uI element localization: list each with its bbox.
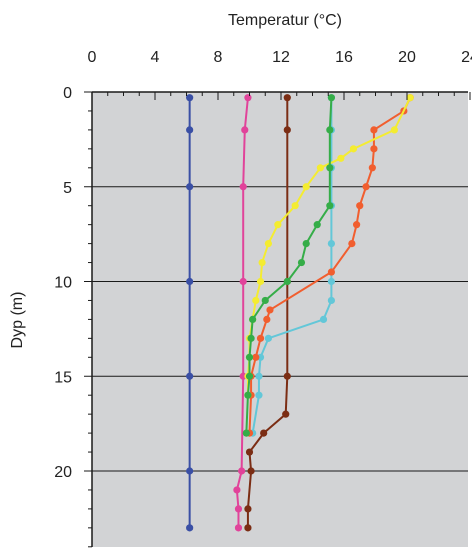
- data-point: [256, 277, 265, 286]
- data-point: [283, 277, 291, 286]
- x-tick-label-12: 12: [272, 49, 290, 66]
- data-point: [233, 486, 241, 494]
- data-point: [255, 372, 263, 380]
- data-point: [245, 353, 254, 361]
- y-tick-label-5: 5: [63, 180, 72, 197]
- data-point: [302, 183, 310, 191]
- data-point: [356, 202, 364, 210]
- data-point: [263, 315, 271, 323]
- y-tick-label-10: 10: [54, 275, 72, 292]
- data-point: [362, 183, 370, 191]
- x-tick-label-4: 4: [151, 49, 160, 66]
- data-point: [266, 306, 274, 314]
- data-point: [234, 505, 243, 513]
- data-point: [238, 467, 246, 475]
- y-tick-label-15: 15: [54, 369, 72, 386]
- axes: 0 4 8 12 16 20 24 0 5 10 15 20: [54, 49, 472, 548]
- plot-area: [92, 92, 468, 547]
- data-point: [326, 126, 334, 134]
- data-point: [283, 94, 291, 102]
- data-point: [234, 524, 243, 532]
- data-point: [302, 240, 310, 248]
- data-point: [244, 505, 252, 513]
- data-point: [258, 258, 266, 267]
- data-point: [274, 221, 282, 229]
- data-point: [247, 334, 255, 342]
- data-point: [313, 221, 321, 229]
- data-point: [186, 183, 194, 191]
- data-point: [256, 334, 265, 342]
- data-point: [264, 334, 272, 342]
- x-tick-label-24: 24: [461, 49, 472, 66]
- data-point: [348, 240, 356, 248]
- data-point: [242, 429, 250, 437]
- data-point: [249, 315, 257, 323]
- data-point: [283, 372, 291, 380]
- data-point: [327, 94, 335, 102]
- data-point: [244, 94, 252, 102]
- data-point: [370, 145, 378, 153]
- x-tick-label-20: 20: [398, 49, 416, 66]
- data-point: [370, 126, 378, 134]
- data-point: [283, 126, 291, 134]
- data-point: [297, 258, 306, 267]
- data-point: [337, 154, 345, 162]
- data-point: [261, 296, 269, 305]
- data-point: [186, 277, 194, 286]
- data-point: [282, 410, 290, 418]
- data-point: [239, 277, 247, 286]
- data-point: [319, 315, 328, 323]
- data-point: [186, 94, 194, 102]
- x-tick-label-8: 8: [214, 49, 223, 66]
- series-1: [233, 94, 252, 532]
- data-point: [406, 94, 414, 102]
- data-point: [349, 145, 358, 153]
- data-point: [326, 202, 334, 210]
- data-point: [186, 126, 194, 134]
- data-point: [260, 429, 268, 437]
- data-point: [244, 524, 252, 532]
- data-point: [255, 391, 263, 399]
- series-0: [186, 94, 194, 532]
- gridlines: [92, 186, 468, 472]
- y-tick-label-20: 20: [54, 464, 72, 481]
- data-point: [353, 221, 361, 229]
- data-point: [245, 448, 254, 456]
- data-point: [244, 391, 252, 399]
- data-point: [327, 268, 335, 276]
- data-point: [327, 296, 335, 305]
- data-point: [390, 126, 398, 134]
- data-point: [186, 524, 194, 532]
- data-point: [247, 467, 255, 475]
- data-point: [327, 240, 335, 248]
- data-point: [252, 353, 260, 361]
- data-point: [327, 277, 335, 286]
- data-point: [239, 183, 247, 191]
- data-point: [368, 164, 376, 172]
- data-point: [241, 126, 249, 134]
- data-point: [252, 296, 260, 305]
- data-point: [264, 240, 272, 248]
- data-point: [245, 372, 254, 380]
- data-point: [291, 202, 299, 210]
- data-point: [186, 372, 194, 380]
- data-point: [186, 467, 194, 475]
- series-line: [246, 97, 289, 528]
- y-axis-title: Dyp (m): [9, 292, 26, 349]
- data-point: [316, 164, 324, 172]
- x-axis-title: Temperatur (°C): [228, 12, 342, 29]
- series-layer: [186, 94, 414, 532]
- x-tick-label-16: 16: [335, 49, 353, 66]
- series-6: [242, 94, 335, 437]
- x-tick-label-0: 0: [88, 49, 97, 66]
- data-point: [326, 164, 334, 172]
- y-tick-label-0: 0: [63, 85, 72, 102]
